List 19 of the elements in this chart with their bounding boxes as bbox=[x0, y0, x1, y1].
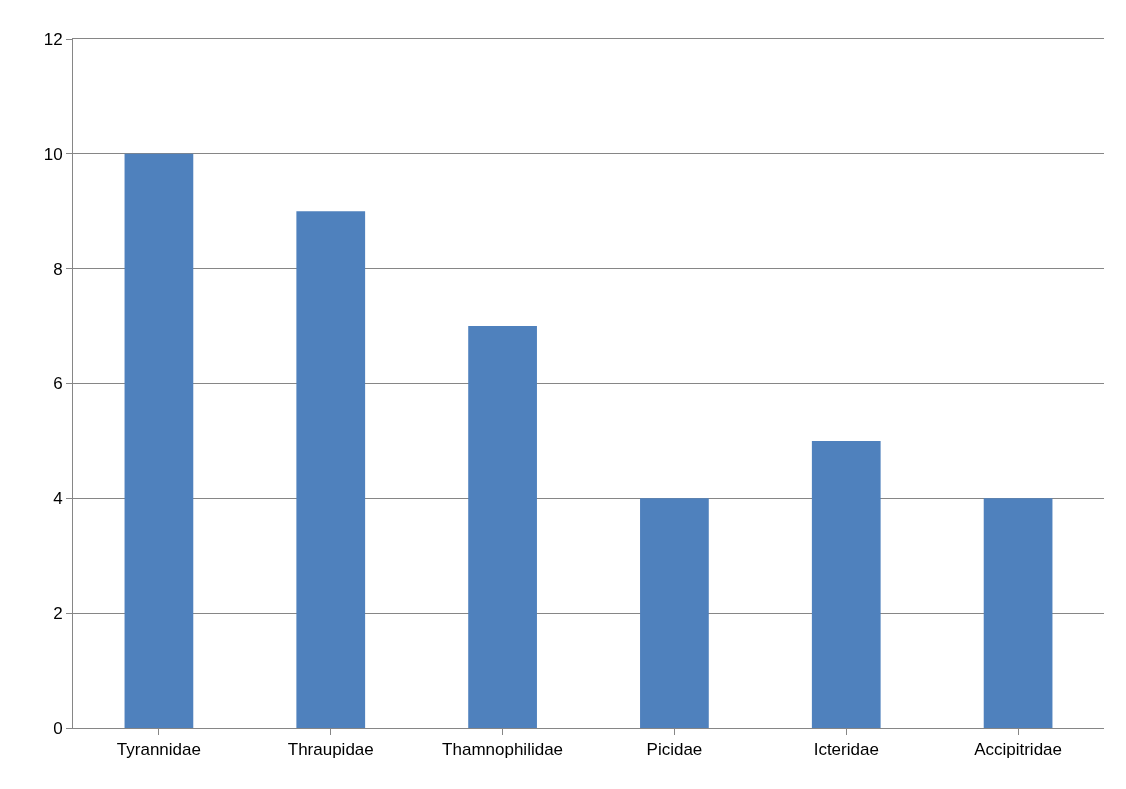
bar bbox=[811, 440, 881, 728]
x-tick-label: Thamnophilidae bbox=[442, 740, 564, 760]
y-tick-label: 10 bbox=[43, 144, 63, 164]
x-tick-label: Icteridae bbox=[813, 740, 879, 760]
x-tick-label: Tyrannidae bbox=[116, 740, 201, 760]
bar bbox=[296, 211, 366, 728]
y-tick-label: 12 bbox=[43, 29, 63, 49]
x-tick-label: Accipitridae bbox=[974, 740, 1063, 760]
y-tick-label: 6 bbox=[53, 374, 63, 394]
bar bbox=[468, 326, 537, 728]
y-tick-label: 0 bbox=[53, 718, 63, 738]
x-tick-label: Thraupidae bbox=[287, 740, 374, 760]
bar bbox=[124, 153, 194, 728]
bar bbox=[640, 498, 709, 728]
y-tick-label: 8 bbox=[53, 259, 63, 279]
y-tick-label: 4 bbox=[53, 489, 63, 509]
x-tick-label: Picidae bbox=[646, 740, 703, 760]
bar bbox=[983, 498, 1053, 728]
y-tick-label: 2 bbox=[53, 604, 63, 624]
